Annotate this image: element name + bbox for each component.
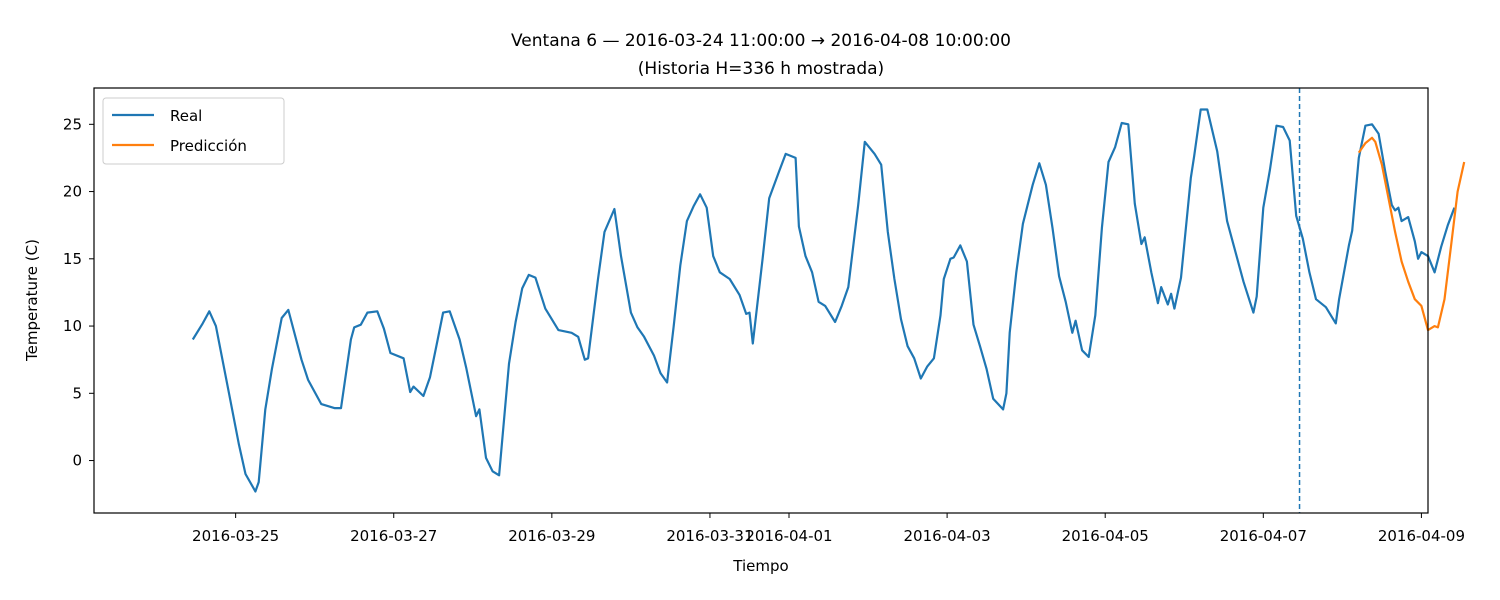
x-tick-label: 2016-03-25: [192, 527, 279, 545]
legend: Real Predicción: [102, 97, 285, 165]
y-axis: 0 5 10 15 20 25: [63, 115, 94, 470]
y-tick-label: 5: [72, 384, 82, 402]
x-tick-label: 2016-04-07: [1220, 527, 1307, 545]
x-tick-label: 2016-04-09: [1378, 527, 1465, 545]
y-tick-label: 10: [63, 317, 82, 335]
y-tick-label: 20: [63, 183, 82, 201]
x-axis: 2016-03-25 2016-03-27 2016-03-29 2016-03-31…: [192, 513, 1465, 545]
x-tick-label: 2016-04-01: [745, 527, 832, 545]
legend-label-real: Real: [170, 107, 202, 125]
plot-area-frame: [93, 87, 1429, 514]
x-tick-label: 2016-04-03: [904, 527, 991, 545]
series-line-1: [1357, 136, 1466, 332]
chart-subtitle: (Historia H=336 h mostrada): [638, 59, 884, 79]
x-tick-label: 2016-03-29: [508, 527, 595, 545]
x-tick-label: 2016-04-05: [1062, 527, 1149, 545]
x-axis-label: Tiempo: [732, 557, 788, 575]
series-layer: [191, 108, 1466, 493]
x-tick-label: 2016-03-31: [666, 527, 753, 545]
legend-label-prediccion: Predicción: [170, 137, 247, 155]
x-tick-label: 2016-03-27: [350, 527, 437, 545]
series-line-0: [191, 108, 1456, 493]
y-tick-label: 0: [72, 452, 82, 470]
y-axis-label: Temperature (C): [23, 239, 41, 362]
y-tick-label: 15: [63, 250, 82, 268]
y-tick-label: 25: [63, 115, 82, 133]
chart-title: Ventana 6 — 2016-03-24 11:00:00 → 2016-0…: [511, 31, 1011, 51]
